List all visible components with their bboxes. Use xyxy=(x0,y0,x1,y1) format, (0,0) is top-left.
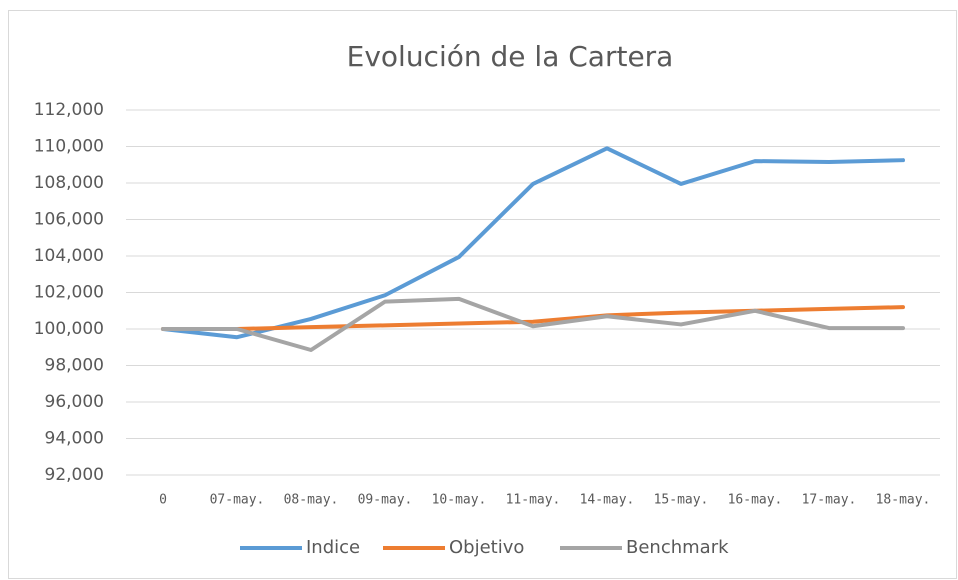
series-line xyxy=(161,146,905,340)
y-tick-label: 100,000 xyxy=(34,319,104,339)
y-tick-label: 94,000 xyxy=(45,429,104,449)
x-tick-label: 09-may. xyxy=(358,493,413,508)
chart-border xyxy=(8,10,957,579)
y-tick-label: 110,000 xyxy=(34,137,104,157)
y-tick-label: 102,000 xyxy=(34,283,104,303)
legend-label: Indice xyxy=(306,537,360,558)
x-tick-label: 07-may. xyxy=(210,493,265,508)
series-line xyxy=(161,305,905,331)
legend-label: Benchmark xyxy=(626,537,729,558)
series-line xyxy=(161,296,905,352)
x-tick-label: 15-may. xyxy=(654,493,709,508)
y-tick-label: 112,000 xyxy=(34,100,104,120)
x-tick-label: 16-may. xyxy=(728,493,783,508)
y-tick-label: 98,000 xyxy=(45,356,104,376)
y-tick-label: 92,000 xyxy=(45,465,104,485)
x-tick-label: 10-may. xyxy=(432,493,487,508)
x-tick-label: 11-may. xyxy=(506,493,561,508)
x-tick-label: 08-may. xyxy=(284,493,339,508)
y-tick-label: 106,000 xyxy=(34,210,104,230)
y-tick-label: 96,000 xyxy=(45,392,104,412)
y-tick-label: 104,000 xyxy=(34,246,104,266)
x-tick-label: 14-may. xyxy=(580,493,635,508)
y-tick-label: 108,000 xyxy=(34,173,104,193)
x-tick-label: 0 xyxy=(159,493,167,508)
legend-label: Objetivo xyxy=(449,537,524,558)
x-tick-label: 18-may. xyxy=(876,493,931,508)
x-tick-label: 17-may. xyxy=(802,493,857,508)
chart-title: Evolución de la Cartera xyxy=(347,40,674,73)
